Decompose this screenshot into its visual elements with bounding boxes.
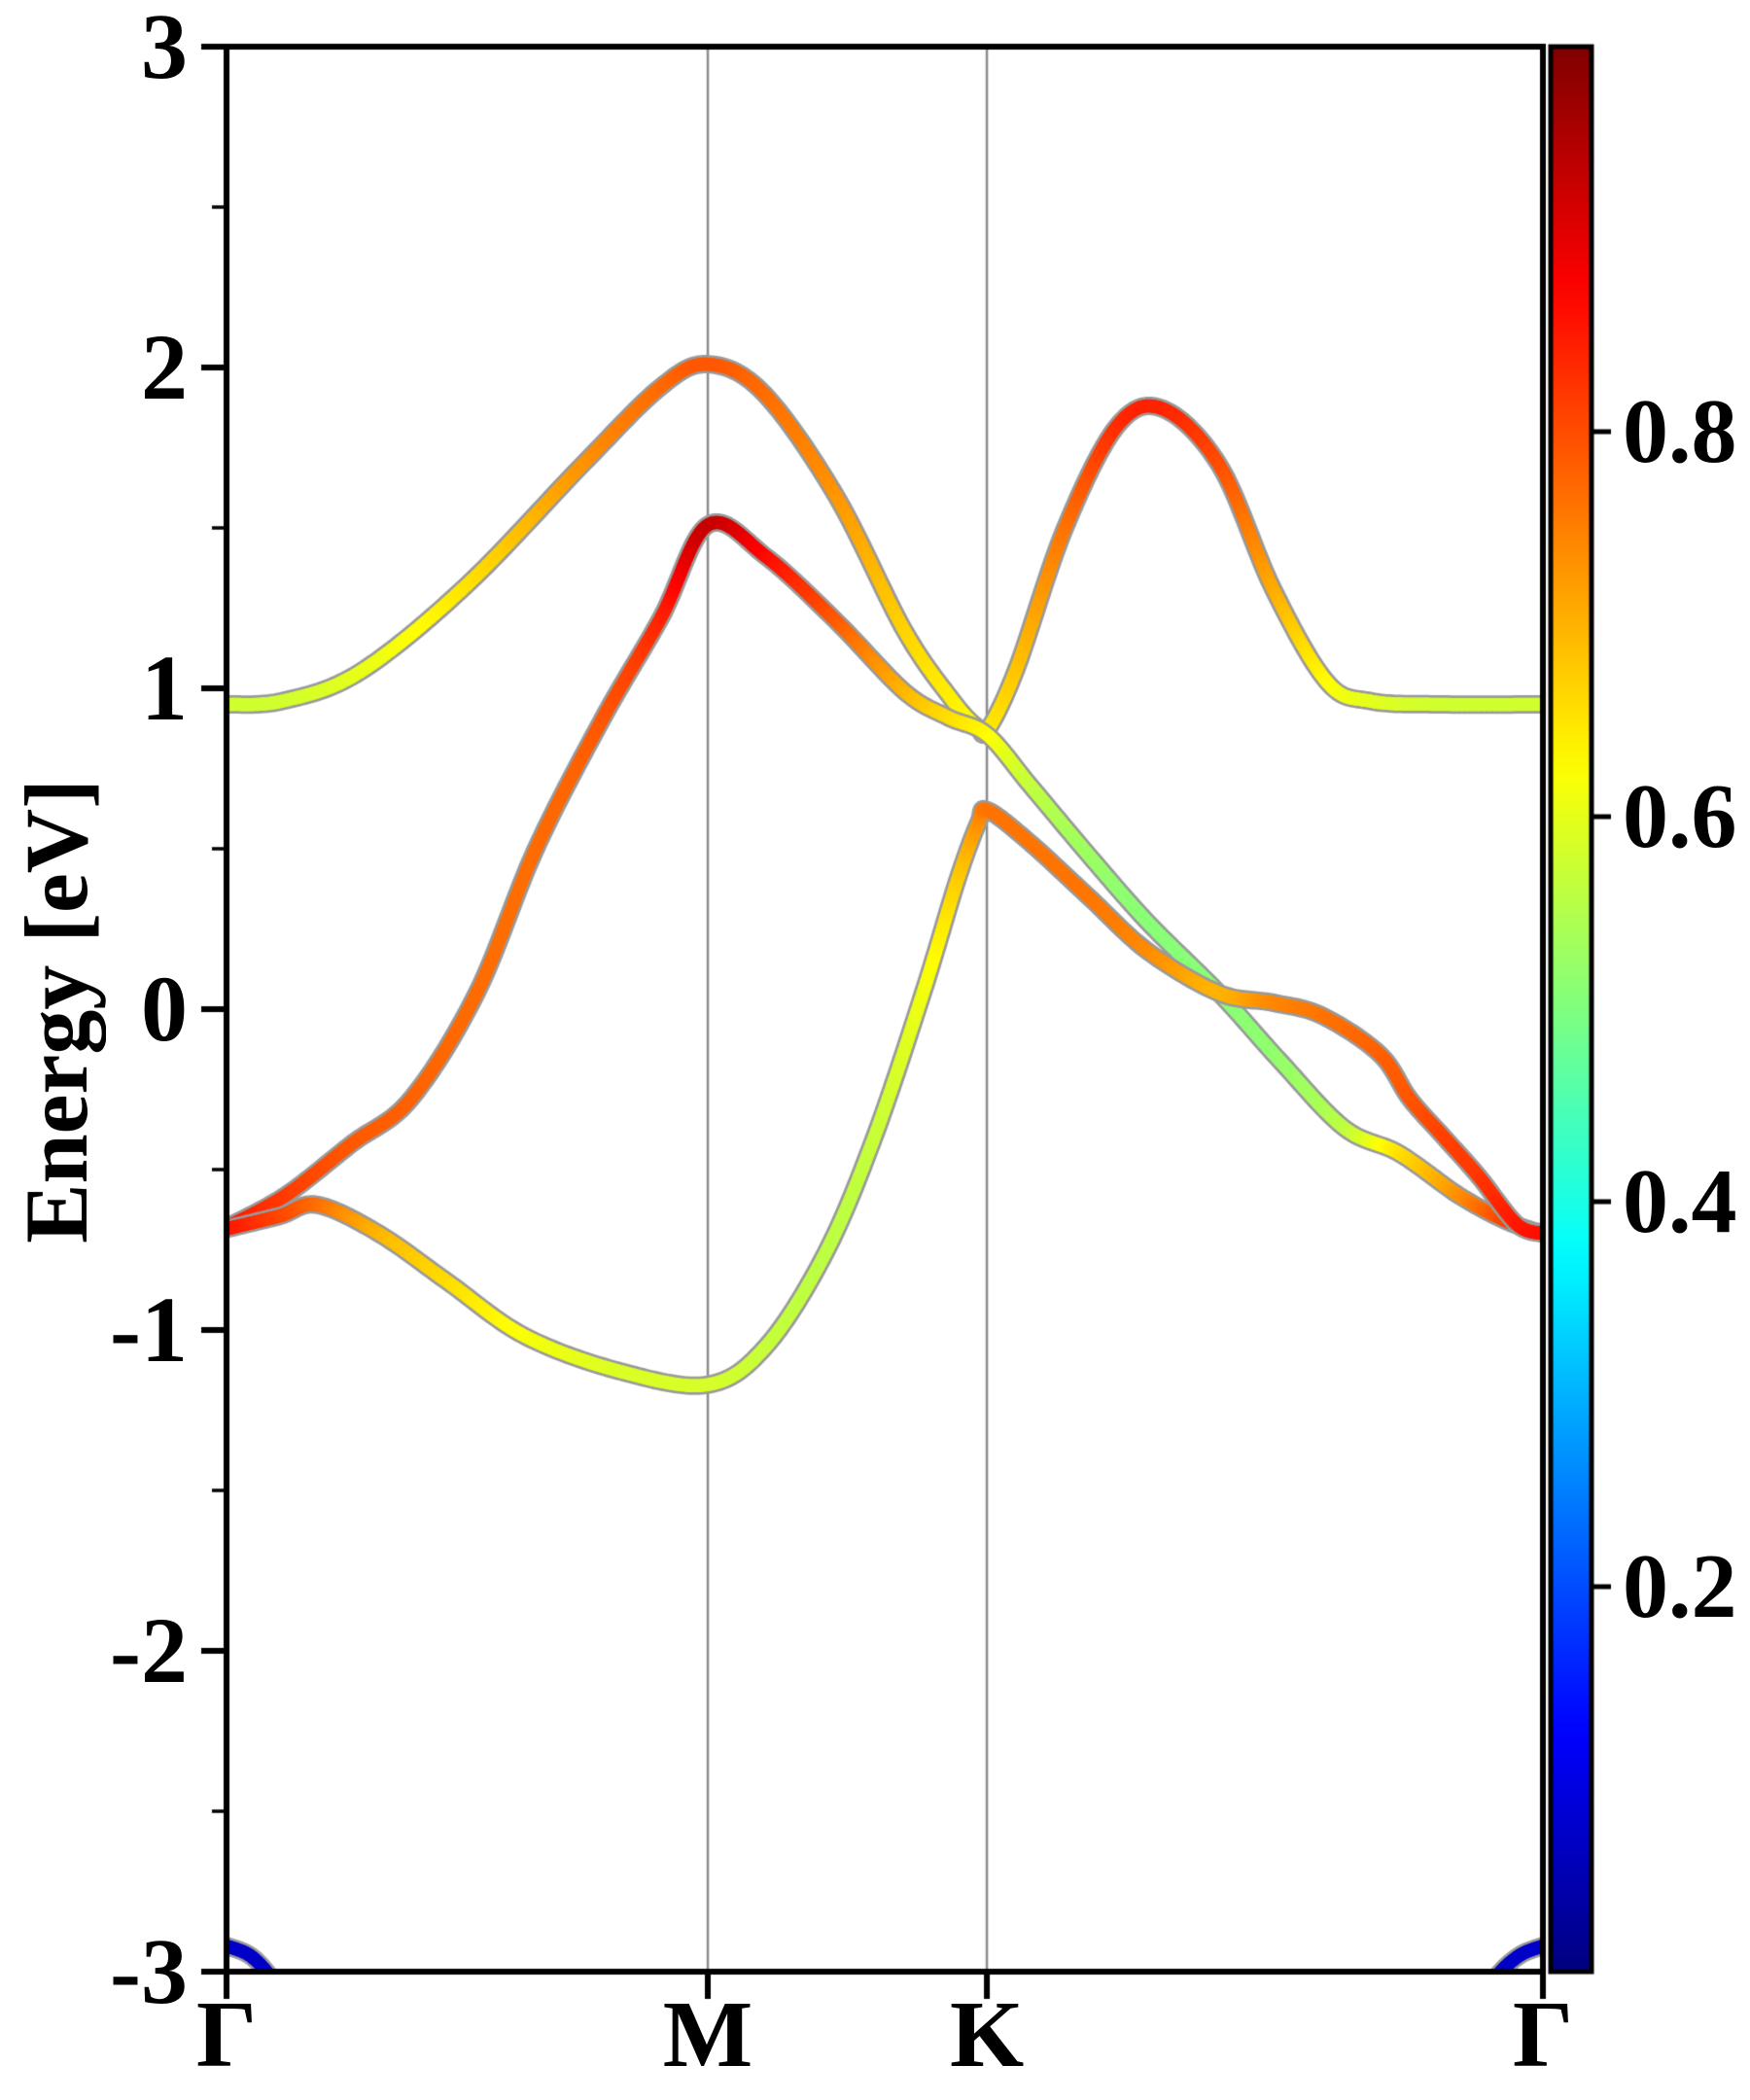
colorbar-tick-label-0.4: 0.4 bbox=[1623, 1151, 1737, 1252]
y-tick-label--1: -1 bbox=[110, 1278, 188, 1382]
y-tick-label-2: 2 bbox=[141, 315, 188, 419]
y-tick-label-1: 1 bbox=[141, 636, 188, 740]
colorbar-tick-label-0.2: 0.2 bbox=[1623, 1536, 1737, 1637]
x-tick-label-3: Γ bbox=[1512, 1982, 1574, 2087]
y-axis-label: Energy [eV] bbox=[7, 779, 106, 1243]
x-tick-label-1: M bbox=[662, 1982, 753, 2087]
y-tick-label-0: 0 bbox=[141, 957, 188, 1061]
colorbar-tick-label-0.8: 0.8 bbox=[1623, 381, 1737, 482]
x-tick-label-2: K bbox=[949, 1982, 1025, 2087]
y-tick-label--3: -3 bbox=[110, 1919, 188, 2023]
x-tick-label-0: Γ bbox=[195, 1982, 258, 2087]
y-tick-label--2: -2 bbox=[110, 1598, 188, 1702]
colorbar-tick-label-0.6: 0.6 bbox=[1623, 766, 1737, 867]
y-tick-label-3: 3 bbox=[141, 0, 188, 98]
